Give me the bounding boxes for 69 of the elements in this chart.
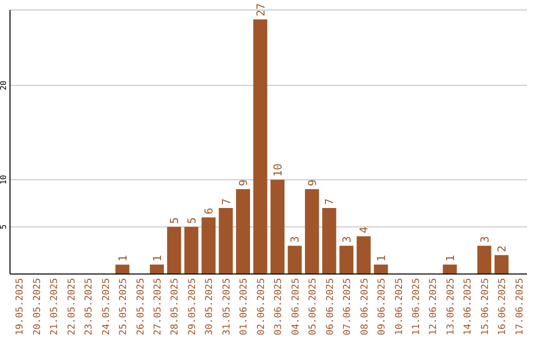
bar	[115, 264, 130, 274]
x-tick-label: 25.05.2025	[118, 278, 130, 336]
bar	[477, 246, 492, 274]
x-tick-label: 08.06.2025	[359, 278, 370, 336]
x-tick-label: 06.06.2025	[324, 278, 336, 336]
bar	[304, 189, 319, 274]
x-tick-label: 11.06.2025	[410, 278, 422, 336]
data-label: 3	[340, 236, 354, 243]
bar	[253, 19, 268, 274]
bar	[288, 246, 302, 274]
data-label: 1	[150, 254, 164, 262]
bar	[322, 208, 336, 274]
data-label: 1	[374, 254, 388, 262]
x-tick-label: 21.05.2025	[49, 278, 60, 336]
x-tick-label: 23.05.2025	[84, 278, 95, 336]
x-tick-label: 13.06.2025	[445, 278, 456, 336]
bar	[218, 208, 233, 274]
data-label: 4	[358, 226, 371, 234]
bar	[374, 264, 388, 274]
x-tick-label: 24.05.2025	[100, 278, 112, 336]
data-label: 27	[254, 3, 268, 16]
bar	[167, 226, 182, 274]
y-tick-label: 10	[0, 174, 8, 185]
x-tick-label: 01.06.2025	[238, 278, 250, 336]
y-tick-label: 20	[0, 80, 8, 90]
data-label: 7	[323, 198, 336, 205]
bar	[202, 217, 216, 274]
data-label: 9	[237, 180, 250, 186]
bar	[270, 180, 284, 274]
x-tick-label: 10.06.2025	[394, 278, 405, 336]
data-label: 9	[306, 180, 319, 186]
bar	[494, 255, 509, 274]
x-tick-label: 26.05.2025	[135, 278, 146, 336]
data-label: 3	[288, 236, 302, 243]
x-tick-label: 15.06.2025	[480, 278, 491, 336]
x-tick-label: 09.06.2025	[376, 278, 388, 336]
x-tick-label: 29.05.2025	[186, 278, 198, 336]
x-tick-label: 31.05.2025	[221, 278, 232, 336]
x-tick-label: 17.06.2025	[514, 278, 526, 336]
x-tick-label: 19.05.2025	[14, 278, 26, 336]
x-tick-label: 07.06.2025	[342, 278, 354, 336]
data-label: 2	[496, 246, 509, 252]
data-label: 6	[202, 208, 216, 214]
data-label: 3	[478, 236, 492, 243]
data-label: 10	[272, 163, 284, 177]
data-label: 1	[116, 254, 130, 262]
x-tick-label: 30.05.2025	[204, 278, 216, 336]
bar	[150, 264, 164, 274]
bar	[356, 236, 371, 274]
x-tick-label: 28.05.2025	[170, 278, 181, 336]
x-tick-label: 14.06.2025	[462, 278, 474, 336]
data-label: 7	[220, 198, 233, 205]
x-tick-label: 05.06.2025	[308, 278, 319, 336]
x-tick-label: 04.06.2025	[290, 278, 302, 336]
x-tick-label: 20.05.2025	[32, 278, 43, 336]
data-label: 5	[185, 217, 198, 224]
x-tick-label: 16.06.2025	[497, 278, 508, 336]
x-tick-label: 27.05.2025	[152, 278, 164, 336]
bar	[339, 246, 354, 274]
data-label: 1	[444, 254, 457, 262]
data-label: 5	[168, 217, 182, 224]
x-tick-label: 22.05.2025	[66, 278, 78, 336]
bar	[184, 226, 198, 274]
y-tick-label: 5	[0, 224, 8, 230]
x-tick-label: 03.06.2025	[273, 278, 284, 336]
bar	[442, 264, 457, 274]
bar	[236, 189, 250, 274]
x-tick-label: 02.06.2025	[256, 278, 267, 336]
x-tick-label: 12.06.2025	[428, 278, 440, 336]
